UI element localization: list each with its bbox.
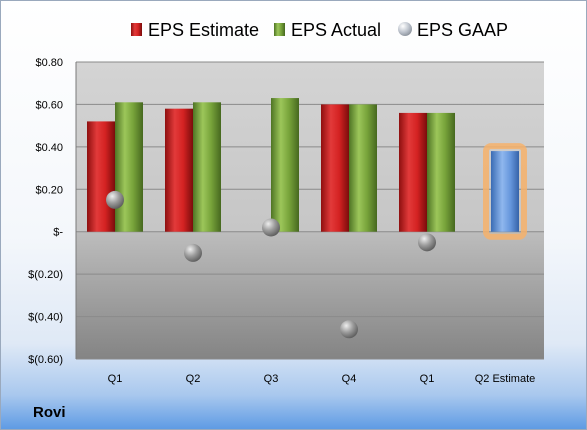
y-tick-label: $(0.60) [28,354,63,366]
plot-area [76,62,544,359]
eps-actual-bar [427,112,455,232]
eps-estimate-bar [399,112,427,232]
x-axis: Q1 Q2 Q3 Q4 Q1 Q2 Estimate [108,373,536,385]
x-tick-label: Q2 Estimate [475,373,536,385]
eps-gaap-marker [418,233,436,252]
eps-actual-bar [271,98,299,232]
x-tick-label: Q4 [342,373,357,385]
x-tick-label: Q3 [264,373,279,385]
y-axis: $0.80 $0.60 $0.40 $0.20 $- $(0.20) $(0.40) $(0.… [28,57,77,366]
y-tick-label: $0.80 [35,57,63,69]
eps-gaap-marker [106,190,124,209]
y-tick-label: $- [53,227,63,239]
plot-background-negative [76,231,544,359]
legend-label-eps-estimate: EPS Estimate [148,20,259,40]
x-tick-label: Q1 [420,373,435,385]
x-tick-label: Q1 [108,373,123,385]
eps-next-estimate-bar [491,151,519,232]
legend-swatch-eps-actual [274,23,285,36]
eps-actual-bar [115,102,143,232]
eps-estimate-bar [321,104,349,232]
legend-label-eps-actual: EPS Actual [291,20,381,40]
y-tick-label: $0.60 [35,99,63,111]
legend-item-eps-gaap: EPS GAAP [398,20,508,40]
gridlines [76,61,544,360]
legend: EPS Estimate EPS Actual EPS GAAP [131,20,508,40]
x-tick-label: Q2 [186,373,201,385]
y-tick-label: $(0.40) [28,312,63,324]
legend-item-eps-estimate: EPS Estimate [131,20,259,40]
eps-estimate-bar [87,121,115,232]
company-name: Rovi [33,404,66,421]
bars [87,98,527,240]
eps-estimate-bar [165,108,193,232]
legend-swatch-eps-estimate [131,23,142,36]
y-tick-label: $0.40 [35,142,63,154]
legend-item-eps-actual: EPS Actual [274,20,381,40]
eps-gaap-marker [340,320,358,339]
y-tick-label: $(0.20) [28,269,63,281]
estimate-highlight-glow [483,143,527,240]
eps-actual-bar [193,102,221,232]
eps-actual-bar [349,104,377,232]
eps-gaap-marker [184,243,202,262]
y-tick-label: $0.20 [35,184,63,196]
legend-label-eps-gaap: EPS GAAP [417,20,508,40]
eps-gaap-marker [262,218,280,237]
legend-swatch-eps-gaap [398,22,412,36]
gaap-markers [106,190,436,339]
